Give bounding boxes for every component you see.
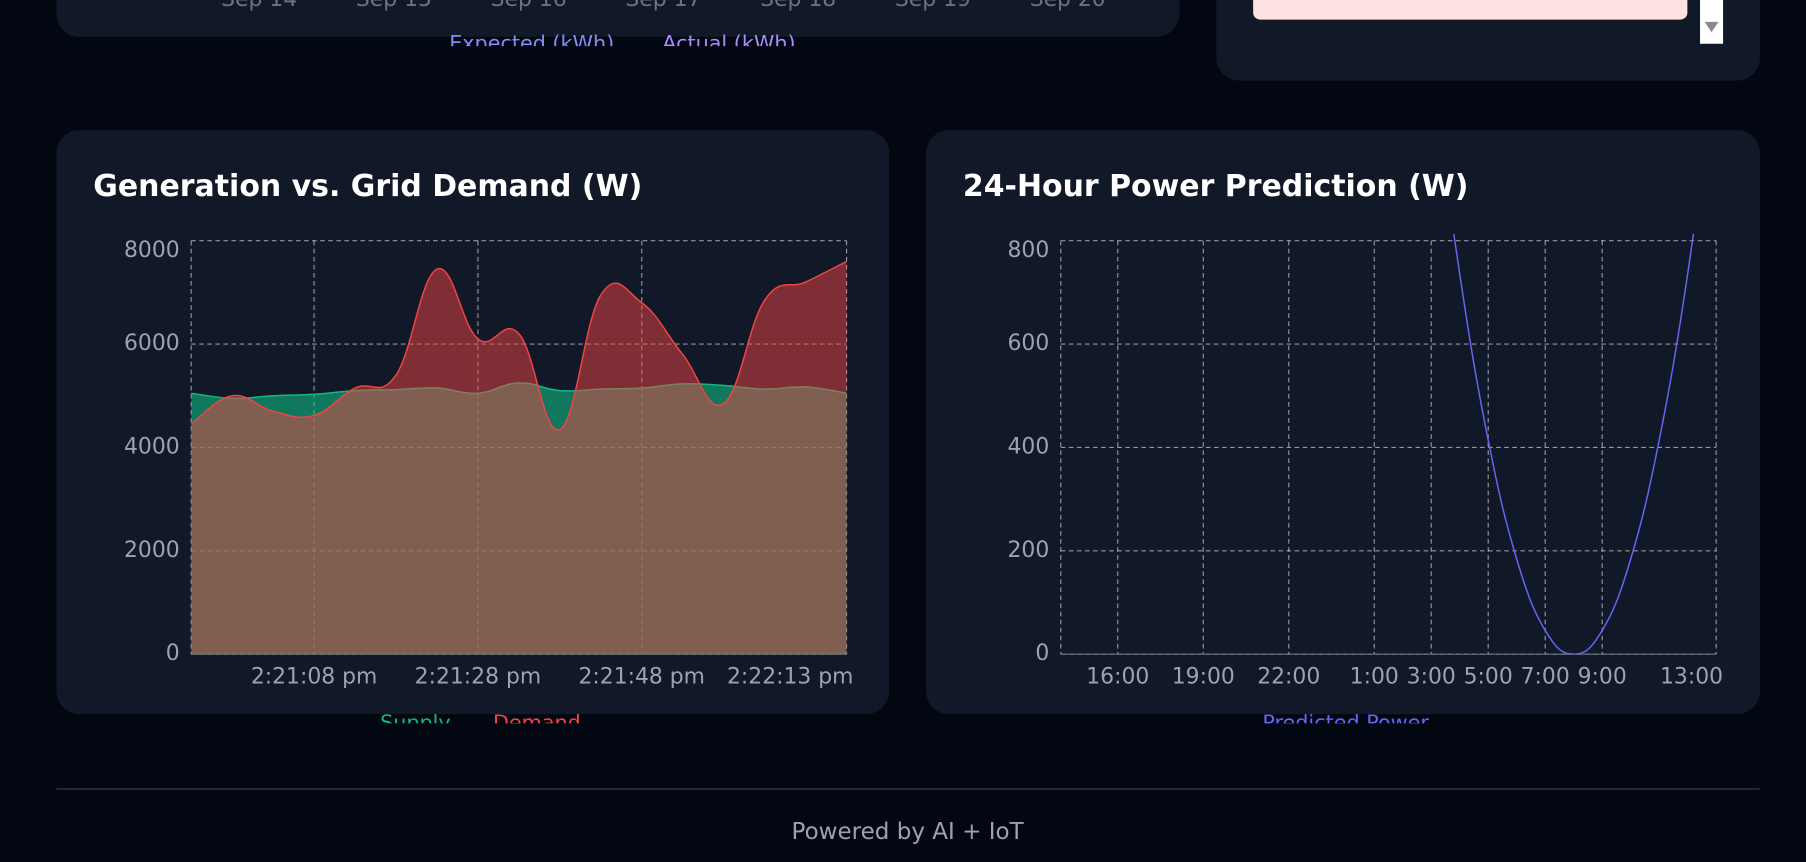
legend-label: Expected (kWh): [449, 31, 614, 55]
x-tick-label: 2:21:28 pm: [415, 664, 541, 689]
y-tick-label: 600: [1008, 331, 1050, 356]
x-tick-label: Sep 15: [356, 0, 432, 12]
x-tick-label: Sep 20: [1030, 0, 1106, 12]
legend-label: Supply: [380, 710, 451, 734]
top-chart: Sep 14 Sep 15 Sep 16 Sep 17 Sep 18 Sep 19 Sep …: [221, 0, 1106, 55]
y-tick-label: 8000: [124, 238, 180, 263]
x-tick-label: Sep 19: [895, 0, 971, 12]
area-fill: [191, 261, 847, 655]
y-tick-label: 0: [166, 641, 180, 666]
legend-label: Predicted Power: [1262, 710, 1429, 734]
x-tick-label: Sep 18: [760, 0, 836, 12]
x-tick-label: Sep 16: [491, 0, 567, 12]
x-tick-label: 2:21:48 pm: [579, 664, 705, 689]
series: [1453, 233, 1695, 655]
scroll-arrow[interactable]: [1704, 21, 1719, 33]
y-tick-label: 800: [1008, 238, 1050, 263]
y-tick-label: 200: [1008, 538, 1050, 563]
card: [1216, 0, 1760, 81]
x-tick-label: 22:00: [1257, 664, 1320, 689]
y-tick-label: 6000: [124, 331, 180, 356]
footer: Powered by AI + IoT: [792, 819, 1025, 845]
x-tick-label: 7:00: [1521, 664, 1570, 689]
series: [191, 260, 847, 655]
x-tick-label: 19:00: [1172, 664, 1235, 689]
x-tick-label: 1:00: [1350, 664, 1399, 689]
card: [926, 130, 1760, 715]
x-tick-label: 16:00: [1086, 664, 1149, 689]
y-tick-label: 400: [1008, 434, 1050, 459]
x-tick-label: Sep 17: [625, 0, 701, 12]
y-tick-label: 2000: [124, 538, 180, 563]
chart-title: 24-Hour Power Prediction (W): [963, 169, 1469, 204]
x-tick-label: 5:00: [1464, 664, 1513, 689]
x-tick-label: 13:00: [1660, 664, 1723, 689]
legend-label: Actual (kWh): [662, 31, 795, 55]
x-tick-label: 9:00: [1578, 664, 1627, 689]
y-tick-label: 0: [1035, 641, 1049, 666]
line: [191, 260, 847, 431]
x-tick-label: 3:00: [1407, 664, 1456, 689]
y-tick-label: 4000: [124, 434, 180, 459]
x-tick-label: Sep 14: [221, 0, 297, 12]
alert-box: [1253, 0, 1688, 20]
line: [1453, 233, 1695, 655]
card: [56, 0, 1180, 37]
x-tick-label: 2:21:08 pm: [251, 664, 377, 689]
chart-title: Generation vs. Grid Demand (W): [93, 169, 642, 204]
x-tick-label: 2:22:13 pm: [727, 664, 853, 689]
legend-label: Demand: [493, 710, 581, 734]
